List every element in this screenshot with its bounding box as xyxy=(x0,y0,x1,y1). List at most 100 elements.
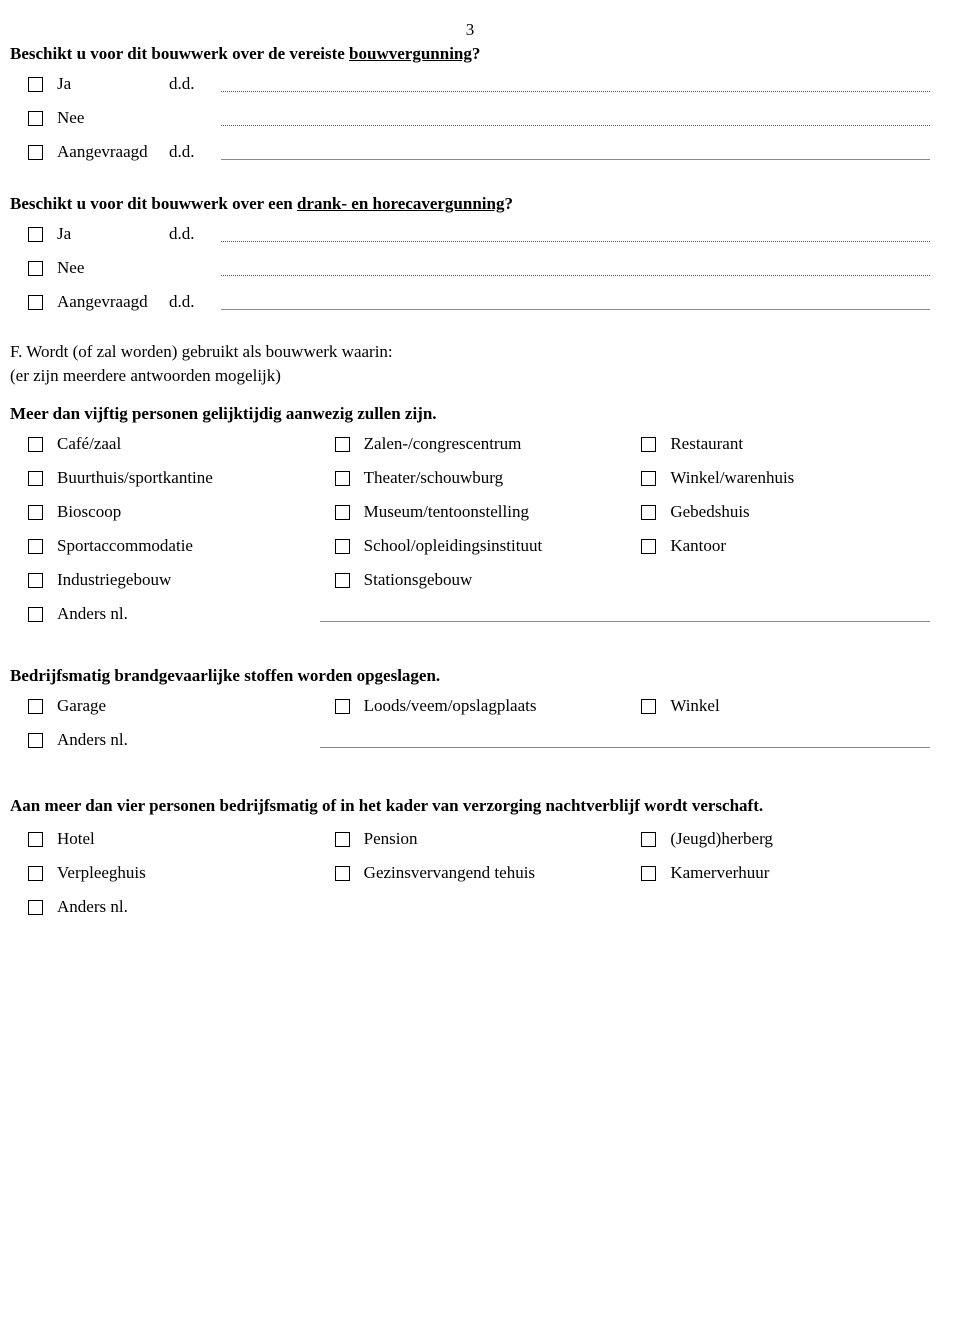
group-a-cell: Bioscoop xyxy=(10,502,317,522)
question-horeca: Beschikt u voor dit bouwwerk over een dr… xyxy=(10,194,930,214)
q2-nee-checkbox[interactable] xyxy=(28,261,43,276)
group-a-label: Buurthuis/sportkantine xyxy=(57,468,317,488)
group-a-label: Kantoor xyxy=(670,536,930,556)
q1-ja-label: Ja xyxy=(57,74,169,94)
q2-aangevraagd-checkbox[interactable] xyxy=(28,295,43,310)
group-a-anders-blank[interactable] xyxy=(320,607,930,622)
q2-ja-blank[interactable] xyxy=(221,227,930,242)
group-a-checkbox[interactable] xyxy=(641,539,656,554)
q2-ja-label: Ja xyxy=(57,224,169,244)
group-a-checkbox[interactable] xyxy=(641,505,656,520)
group-a-label: Restaurant xyxy=(670,434,930,454)
group-c-anders-checkbox[interactable] xyxy=(28,900,43,915)
group-c-label: Gezinsvervangend tehuis xyxy=(364,863,624,883)
group-a-row: Sportaccommodatie School/opleidingsinstit… xyxy=(10,536,930,556)
q2-aangevraagd-blank[interactable] xyxy=(221,295,930,310)
q1-underlined: bouwvergunning xyxy=(349,44,472,63)
group-c-anders-label: Anders nl. xyxy=(57,897,316,917)
q2-nee-blank[interactable] xyxy=(221,261,930,276)
group-a-cell: Buurthuis/sportkantine xyxy=(10,468,317,488)
group-b-label: Garage xyxy=(57,696,317,716)
group-a-checkbox[interactable] xyxy=(28,505,43,520)
group-c-row: Verpleeghuis Gezinsvervangend tehuis Kamer… xyxy=(10,863,930,883)
group-c-cell: Gezinsvervangend tehuis xyxy=(317,863,624,883)
group-a-label: School/opleidingsinstituut xyxy=(364,536,624,556)
group-a-checkbox[interactable] xyxy=(28,471,43,486)
group-b-row: GarageLoods/veem/opslagplaatsWinkel xyxy=(10,696,930,716)
q1-ja-dd: d.d. xyxy=(169,74,217,94)
group-c-label: Kamerverhuur xyxy=(670,863,930,883)
q2-aangevraagd-row: Aangevraagd d.d. xyxy=(10,292,930,312)
group-a-row: Bioscoop Museum/tentoonstelling Gebedshuis xyxy=(10,502,930,522)
q1-aangevraagd-row: Aangevraagd d.d. xyxy=(10,142,930,162)
group-c-checkbox[interactable] xyxy=(335,866,350,881)
group-c-checkbox[interactable] xyxy=(641,832,656,847)
group-a-label: Gebedshuis xyxy=(670,502,930,522)
group-a-label: Bioscoop xyxy=(57,502,317,522)
group-c-row: HotelPension(Jeugd)herberg xyxy=(10,829,930,849)
group-a-cell: Stationsgebouw xyxy=(317,570,624,590)
group-a-checkbox[interactable] xyxy=(335,505,350,520)
q2-prefix: Beschikt u voor dit bouwwerk over een xyxy=(10,194,297,213)
group-a-label: Industriegebouw xyxy=(57,570,317,590)
group-c-checkbox[interactable] xyxy=(28,832,43,847)
q1-nee-blank[interactable] xyxy=(221,111,930,126)
group-c-checkbox[interactable] xyxy=(641,866,656,881)
group-a-checkbox[interactable] xyxy=(28,437,43,452)
group-a-row: Buurthuis/sportkantineTheater/schouwburg… xyxy=(10,468,930,488)
group-c-cell: (Jeugd)herberg xyxy=(623,829,930,849)
q1-ja-row: Ja d.d. xyxy=(10,74,930,94)
group-c-grid: HotelPension(Jeugd)herberg Verpleeghuis Ge… xyxy=(10,829,930,883)
group-a-checkbox[interactable] xyxy=(28,539,43,554)
group-a-checkbox[interactable] xyxy=(335,539,350,554)
group-a-cell: Winkel/warenhuis xyxy=(623,468,930,488)
q2-nee-label: Nee xyxy=(57,258,169,278)
group-b-anders-blank[interactable] xyxy=(320,733,930,748)
group-a-label: Zalen-/congrescentrum xyxy=(364,434,624,454)
group-a-anders-label: Anders nl. xyxy=(57,604,316,624)
group-a-checkbox[interactable] xyxy=(641,437,656,452)
group-a-cell: School/opleidingsinstituut xyxy=(317,536,624,556)
group-a-anders-checkbox[interactable] xyxy=(28,607,43,622)
group-b-cell: Garage xyxy=(10,696,317,716)
q1-aangevraagd-checkbox[interactable] xyxy=(28,145,43,160)
group-a-label: Museum/tentoonstelling xyxy=(364,502,624,522)
group-a-cell: Theater/schouwburg xyxy=(317,468,624,488)
q1-nee-label: Nee xyxy=(57,108,169,128)
group-c-label: Pension xyxy=(364,829,624,849)
q2-ja-row: Ja d.d. xyxy=(10,224,930,244)
group-b-grid: GarageLoods/veem/opslagplaatsWinkel xyxy=(10,696,930,716)
q1-suffix: ? xyxy=(472,44,481,63)
group-a-heading: Meer dan vijftig personen gelijktijdig a… xyxy=(10,404,930,424)
group-c-cell: Verpleeghuis xyxy=(10,863,317,883)
group-b-checkbox[interactable] xyxy=(641,699,656,714)
group-a-row: Industriegebouw Stationsgebouw xyxy=(10,570,930,590)
q1-nee-checkbox[interactable] xyxy=(28,111,43,126)
group-b-checkbox[interactable] xyxy=(335,699,350,714)
q1-ja-checkbox[interactable] xyxy=(28,77,43,92)
group-a-anders-row: Anders nl. xyxy=(10,604,930,624)
q2-ja-checkbox[interactable] xyxy=(28,227,43,242)
group-c-checkbox[interactable] xyxy=(335,832,350,847)
group-a-label: Sportaccommodatie xyxy=(57,536,317,556)
group-a-checkbox[interactable] xyxy=(28,573,43,588)
group-c-cell: Kamerverhuur xyxy=(623,863,930,883)
group-a-checkbox[interactable] xyxy=(335,573,350,588)
q1-ja-blank[interactable] xyxy=(221,77,930,92)
group-c-cell: Pension xyxy=(317,829,624,849)
q2-suffix: ? xyxy=(504,194,513,213)
group-a-checkbox[interactable] xyxy=(641,471,656,486)
group-b-checkbox[interactable] xyxy=(28,699,43,714)
group-c-checkbox[interactable] xyxy=(28,866,43,881)
group-a-checkbox[interactable] xyxy=(335,471,350,486)
group-a-grid: Café/zaal Zalen-/congrescentrum Restaurant… xyxy=(10,434,930,590)
q1-aangevraagd-blank[interactable] xyxy=(221,145,930,160)
group-b-anders-checkbox[interactable] xyxy=(28,733,43,748)
group-a-checkbox[interactable] xyxy=(335,437,350,452)
group-c-label: Verpleeghuis xyxy=(57,863,317,883)
group-a-row: Café/zaal Zalen-/congrescentrum Restaurant xyxy=(10,434,930,454)
group-a-cell: Café/zaal xyxy=(10,434,317,454)
group-a-label: Stationsgebouw xyxy=(364,570,624,590)
group-b-heading: Bedrijfsmatig brandgevaarlijke stoffen w… xyxy=(10,666,930,686)
group-c-heading: Aan meer dan vier personen bedrijfsmatig… xyxy=(10,792,930,819)
